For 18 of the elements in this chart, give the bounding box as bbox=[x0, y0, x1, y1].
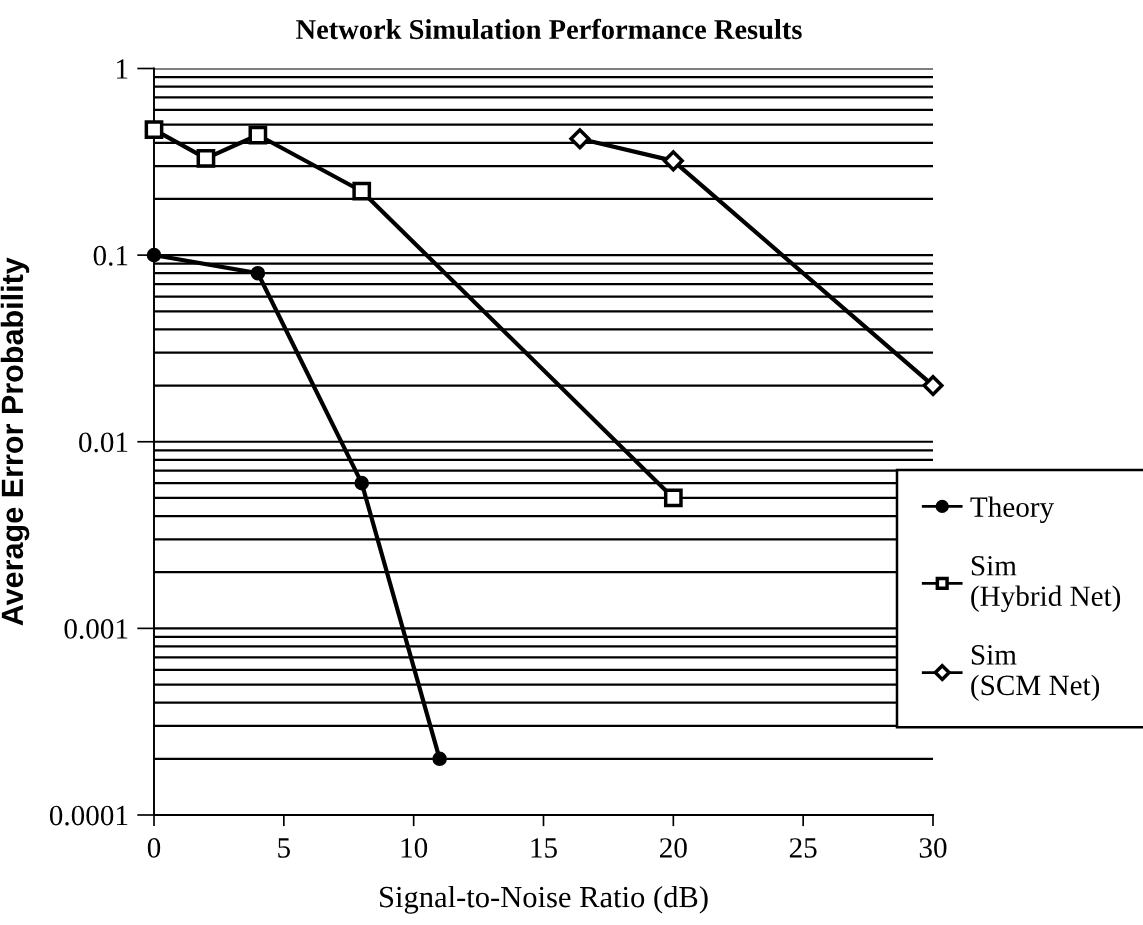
y-tick-label: 0.0001 bbox=[49, 805, 128, 826]
x-tick-label: 20 bbox=[660, 838, 687, 858]
legend-label: Sim (SCM Net) bbox=[971, 645, 1100, 702]
y-tick-label: 1 bbox=[116, 59, 128, 79]
x-tick-label: 10 bbox=[401, 838, 428, 858]
y-tick-label: 0.01 bbox=[79, 432, 128, 453]
x-tick-label: 5 bbox=[278, 838, 290, 858]
x-tick-label: 0 bbox=[147, 838, 161, 858]
x-tick-label: 15 bbox=[531, 838, 557, 858]
legend-label: Sim (Hybrid Net) bbox=[971, 555, 1121, 613]
y-tick-label: 0.001 bbox=[64, 619, 128, 639]
x-tick-label: 30 bbox=[919, 838, 947, 858]
y-tick-label: 0.1 bbox=[93, 245, 128, 266]
legend-label: Theory bbox=[970, 496, 1055, 523]
x-tick-label: 25 bbox=[789, 838, 817, 858]
x-axis-title: Signal-to-Noise Ratio (dB) bbox=[380, 885, 708, 914]
y-axis-title: Average Error Probability bbox=[0, 257, 30, 626]
chart-title: Network Simulation Performance Results bbox=[296, 18, 802, 40]
